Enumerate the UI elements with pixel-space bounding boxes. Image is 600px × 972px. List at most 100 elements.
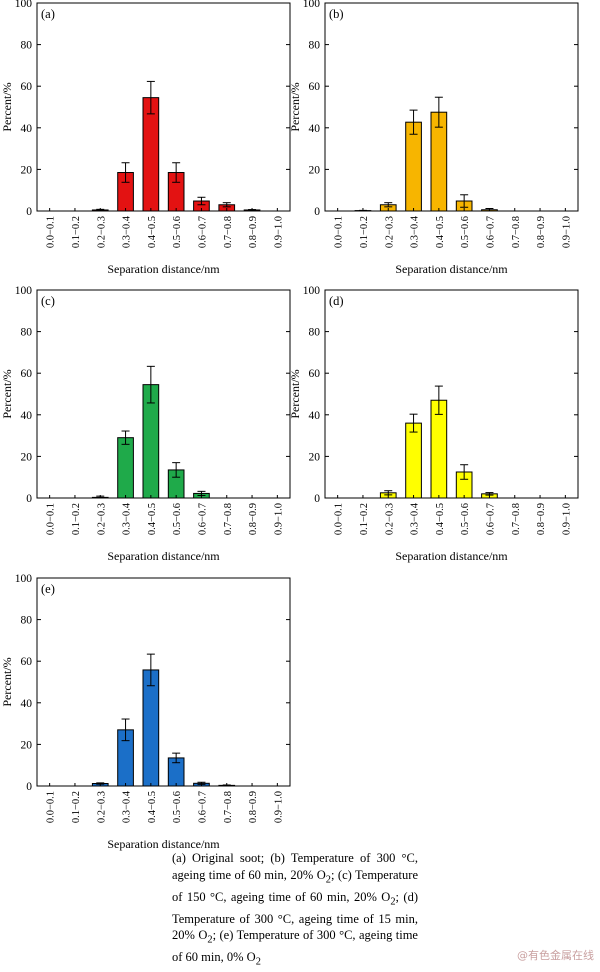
y-axis-label: Percent/% — [0, 369, 14, 418]
x-tick-label: 0.4−0.5 — [147, 791, 158, 823]
panel-label: (d) — [329, 294, 344, 308]
y-tick-label: 60 — [309, 368, 321, 380]
x-tick-label: 0.5−0.6 — [460, 216, 471, 248]
figure-caption: (a) Original soot; (b) Temperature of 30… — [172, 850, 418, 972]
y-tick-label: 0 — [26, 493, 32, 505]
x-tick-label: 0.0−0.1 — [46, 503, 57, 535]
bar — [143, 98, 159, 211]
x-tick-label: 0.1−0.2 — [71, 503, 82, 535]
x-tick-label: 0.1−0.2 — [71, 791, 82, 823]
y-tick-label: 0 — [26, 206, 32, 218]
x-tick-label: 0.6−0.7 — [197, 503, 208, 535]
y-tick-label: 20 — [21, 739, 33, 751]
y-tick-label: 80 — [21, 40, 33, 52]
y-tick-label: 60 — [21, 368, 33, 380]
caption-sub-e: 2 — [256, 957, 261, 968]
y-tick-label: 100 — [15, 0, 33, 10]
y-tick-label: 40 — [21, 698, 33, 710]
y-tick-label: 80 — [21, 615, 33, 627]
x-tick-label: 0.7−0.8 — [511, 216, 522, 248]
x-tick-label: 0.0−0.1 — [334, 216, 345, 248]
x-tick-label: 0.5−0.6 — [172, 216, 183, 248]
x-axis-label: Separation distance/nm — [107, 549, 220, 563]
x-tick-label: 0.9−1.0 — [561, 216, 572, 248]
x-tick-label: 0.8−0.9 — [248, 216, 259, 248]
x-tick-label: 0.8−0.9 — [248, 503, 259, 535]
bar — [143, 670, 159, 786]
y-axis-label: Percent/% — [0, 82, 14, 131]
plot-frame — [37, 3, 290, 211]
x-axis-label: Separation distance/nm — [395, 549, 508, 563]
x-tick-label: 0.8−0.9 — [248, 791, 259, 823]
y-tick-label: 100 — [15, 573, 33, 585]
x-tick-label: 0.2−0.3 — [384, 503, 395, 535]
x-tick-label: 0.4−0.5 — [435, 216, 446, 248]
bar — [406, 423, 422, 498]
x-tick-label: 0.7−0.8 — [511, 503, 522, 535]
x-tick-label: 0.7−0.8 — [223, 216, 234, 248]
y-tick-label: 80 — [21, 327, 33, 339]
y-tick-label: 40 — [21, 123, 33, 135]
y-tick-label: 80 — [309, 327, 321, 339]
x-tick-label: 0.5−0.6 — [172, 503, 183, 535]
y-tick-label: 0 — [314, 493, 320, 505]
x-tick-label: 0.2−0.3 — [96, 503, 107, 535]
y-axis-label: Percent/% — [288, 369, 302, 418]
y-tick-label: 60 — [309, 81, 321, 93]
y-tick-label: 20 — [21, 451, 33, 463]
y-tick-label: 0 — [26, 781, 32, 793]
x-tick-label: 0.4−0.5 — [147, 503, 158, 535]
x-tick-label: 0.6−0.7 — [197, 791, 208, 823]
y-tick-label: 20 — [309, 451, 321, 463]
x-tick-label: 0.3−0.4 — [410, 502, 421, 535]
panel-label: (a) — [41, 7, 55, 21]
caption-part-e: (e) Temperature of 300 °C, ageing time o… — [172, 928, 418, 964]
x-tick-label: 0.9−1.0 — [273, 503, 284, 535]
x-tick-label: 0.0−0.1 — [46, 216, 57, 248]
y-tick-label: 20 — [309, 164, 321, 176]
x-tick-label: 0.3−0.4 — [122, 502, 133, 535]
x-tick-label: 0.8−0.9 — [536, 216, 547, 248]
y-tick-label: 40 — [309, 123, 321, 135]
x-tick-label: 0.2−0.3 — [96, 791, 107, 823]
plot-frame — [37, 578, 290, 786]
y-tick-label: 40 — [21, 410, 33, 422]
x-tick-label: 0.7−0.8 — [223, 503, 234, 535]
y-tick-label: 60 — [21, 656, 33, 668]
y-tick-label: 100 — [15, 285, 33, 297]
y-tick-label: 100 — [303, 285, 321, 297]
x-tick-label: 0.1−0.2 — [71, 216, 82, 248]
x-tick-label: 0.6−0.7 — [485, 216, 496, 248]
plot-frame — [325, 3, 578, 211]
y-axis-label: Percent/% — [0, 657, 14, 706]
x-axis-label: Separation distance/nm — [107, 837, 220, 851]
x-tick-label: 0.5−0.6 — [172, 791, 183, 823]
panel-label: (b) — [329, 7, 344, 21]
x-tick-label: 0.2−0.3 — [96, 216, 107, 248]
watermark: @有色金属在线 — [517, 947, 594, 963]
x-tick-label: 0.4−0.5 — [147, 216, 158, 248]
x-tick-label: 0.9−1.0 — [273, 216, 284, 248]
y-tick-label: 0 — [314, 206, 320, 218]
x-tick-label: 0.0−0.1 — [334, 503, 345, 535]
y-tick-label: 80 — [309, 40, 321, 52]
x-tick-label: 0.1−0.2 — [359, 503, 370, 535]
x-tick-label: 0.3−0.4 — [410, 215, 421, 248]
y-axis-label: Percent/% — [288, 82, 302, 131]
x-tick-label: 0.4−0.5 — [435, 503, 446, 535]
x-axis-label: Separation distance/nm — [107, 262, 220, 276]
x-tick-label: 0.3−0.4 — [122, 215, 133, 248]
bar — [431, 400, 447, 498]
y-tick-label: 20 — [21, 164, 33, 176]
bar — [118, 438, 134, 498]
x-tick-label: 0.2−0.3 — [384, 216, 395, 248]
y-tick-label: 100 — [303, 0, 321, 10]
x-tick-label: 0.0−0.1 — [46, 791, 57, 823]
plot-frame — [325, 290, 578, 498]
